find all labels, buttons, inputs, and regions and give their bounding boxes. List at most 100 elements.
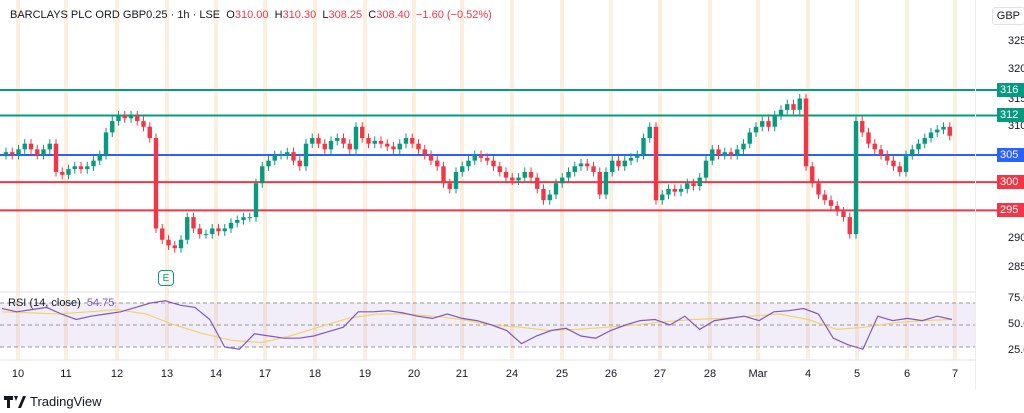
level-label: 316 <box>997 83 1024 98</box>
tradingview-logo[interactable]: TradingView <box>4 394 102 409</box>
rsi-ma-line <box>1 308 953 344</box>
candle-up <box>722 152 727 155</box>
candle-up <box>922 138 927 144</box>
candle-down <box>447 183 452 189</box>
candle-down <box>585 163 590 167</box>
candle-up <box>760 121 765 127</box>
candle-up <box>547 194 552 201</box>
candle-down <box>503 171 509 178</box>
candle-up <box>247 217 252 219</box>
candle-up <box>335 138 340 141</box>
rsi-line <box>1 300 953 350</box>
candle-down <box>428 155 434 161</box>
candle-down <box>510 177 515 181</box>
candle-up <box>941 126 946 130</box>
candle-up <box>678 188 684 192</box>
rsi-legend[interactable]: RSI (14, close) 54.75 <box>8 297 114 309</box>
exchange: LSE <box>199 9 221 21</box>
candle-down <box>322 143 327 150</box>
candle-down <box>591 166 596 172</box>
candle-down <box>478 155 484 158</box>
time-tick: 21 <box>455 368 469 380</box>
time-tick: 24 <box>505 368 519 380</box>
candle-up <box>785 104 790 110</box>
candle-up <box>522 171 527 178</box>
candle-up <box>203 234 209 236</box>
candle-up <box>697 177 702 187</box>
candle-up <box>735 149 740 155</box>
candle-up <box>178 239 184 249</box>
close-label: C <box>368 9 377 21</box>
low-value: 308.25 <box>328 9 363 21</box>
candle-down <box>766 121 771 127</box>
candle-down <box>160 228 165 240</box>
candle-down <box>803 98 809 167</box>
time-tick: Mar <box>748 368 768 380</box>
candle-down <box>172 245 177 249</box>
symbol-name[interactable]: BARCLAYS PLC ORD GBP0.25 <box>10 9 168 21</box>
candle-down <box>135 115 140 122</box>
candle-up <box>647 126 652 139</box>
change-value: −1.60 (−0.52%) <box>415 9 492 21</box>
time-tick: 19 <box>358 368 372 380</box>
candle-up <box>110 121 115 133</box>
candle-up <box>797 98 802 110</box>
close-value: 308.40 <box>376 9 410 21</box>
candle-up <box>903 155 909 172</box>
candle-up <box>685 183 690 189</box>
time-tick: 25 <box>555 368 569 380</box>
candle-down <box>872 143 877 150</box>
candle-up <box>703 160 709 178</box>
candle-down <box>716 149 721 155</box>
candle-down <box>366 138 371 144</box>
candle-down <box>878 149 884 155</box>
candle-down <box>28 143 34 150</box>
candle-up <box>210 228 215 235</box>
price-chart[interactable] <box>0 0 1000 390</box>
candle-up <box>910 149 915 155</box>
candle-down <box>122 115 127 119</box>
time-tick: 20 <box>407 368 421 380</box>
candle-up <box>128 115 134 119</box>
candle-up <box>622 160 627 167</box>
candle-down <box>847 217 852 235</box>
time-tick: 26 <box>604 368 618 380</box>
candle-up <box>610 160 615 172</box>
candle-up <box>47 143 52 150</box>
price-tick: 290 <box>1008 232 1024 244</box>
candle-down <box>866 132 871 144</box>
candle-down <box>53 143 59 172</box>
time-tick: 6 <box>903 368 911 380</box>
candle-up <box>753 126 759 133</box>
brand-name: TradingView <box>30 394 102 409</box>
level-label: 305 <box>997 148 1024 162</box>
candle-down <box>835 205 840 212</box>
candle-down <box>897 166 902 172</box>
candle-up <box>853 121 859 235</box>
candle-down <box>60 171 65 175</box>
candle-up <box>185 217 190 240</box>
open-value: 310.00 <box>234 9 269 21</box>
currency-button[interactable]: GBP <box>991 7 1024 25</box>
candle-down <box>197 228 202 235</box>
time-tick: 18 <box>308 368 322 380</box>
candle-down <box>691 183 696 187</box>
candle-up <box>578 163 584 167</box>
rsi-label: RSI (14, close) <box>8 297 81 309</box>
candle-up <box>66 169 71 175</box>
time-tick: 5 <box>853 368 861 380</box>
candle-up <box>85 166 90 170</box>
candle-down <box>316 138 321 144</box>
candle-down <box>828 200 834 206</box>
time-tick: 12 <box>110 368 124 380</box>
candle-down <box>291 152 296 161</box>
earnings-marker[interactable]: E <box>158 270 174 286</box>
candle-down <box>147 126 152 139</box>
candle-up <box>403 138 409 144</box>
interval[interactable]: 1h <box>177 9 190 21</box>
candle-down <box>35 149 40 155</box>
candle-up <box>778 109 784 116</box>
price-axis[interactable]: GBP 325 320 315 310 290 285 75.00 50.00 … <box>975 0 1024 390</box>
price-tick: 325 <box>1008 35 1024 47</box>
candle-up <box>253 183 259 218</box>
